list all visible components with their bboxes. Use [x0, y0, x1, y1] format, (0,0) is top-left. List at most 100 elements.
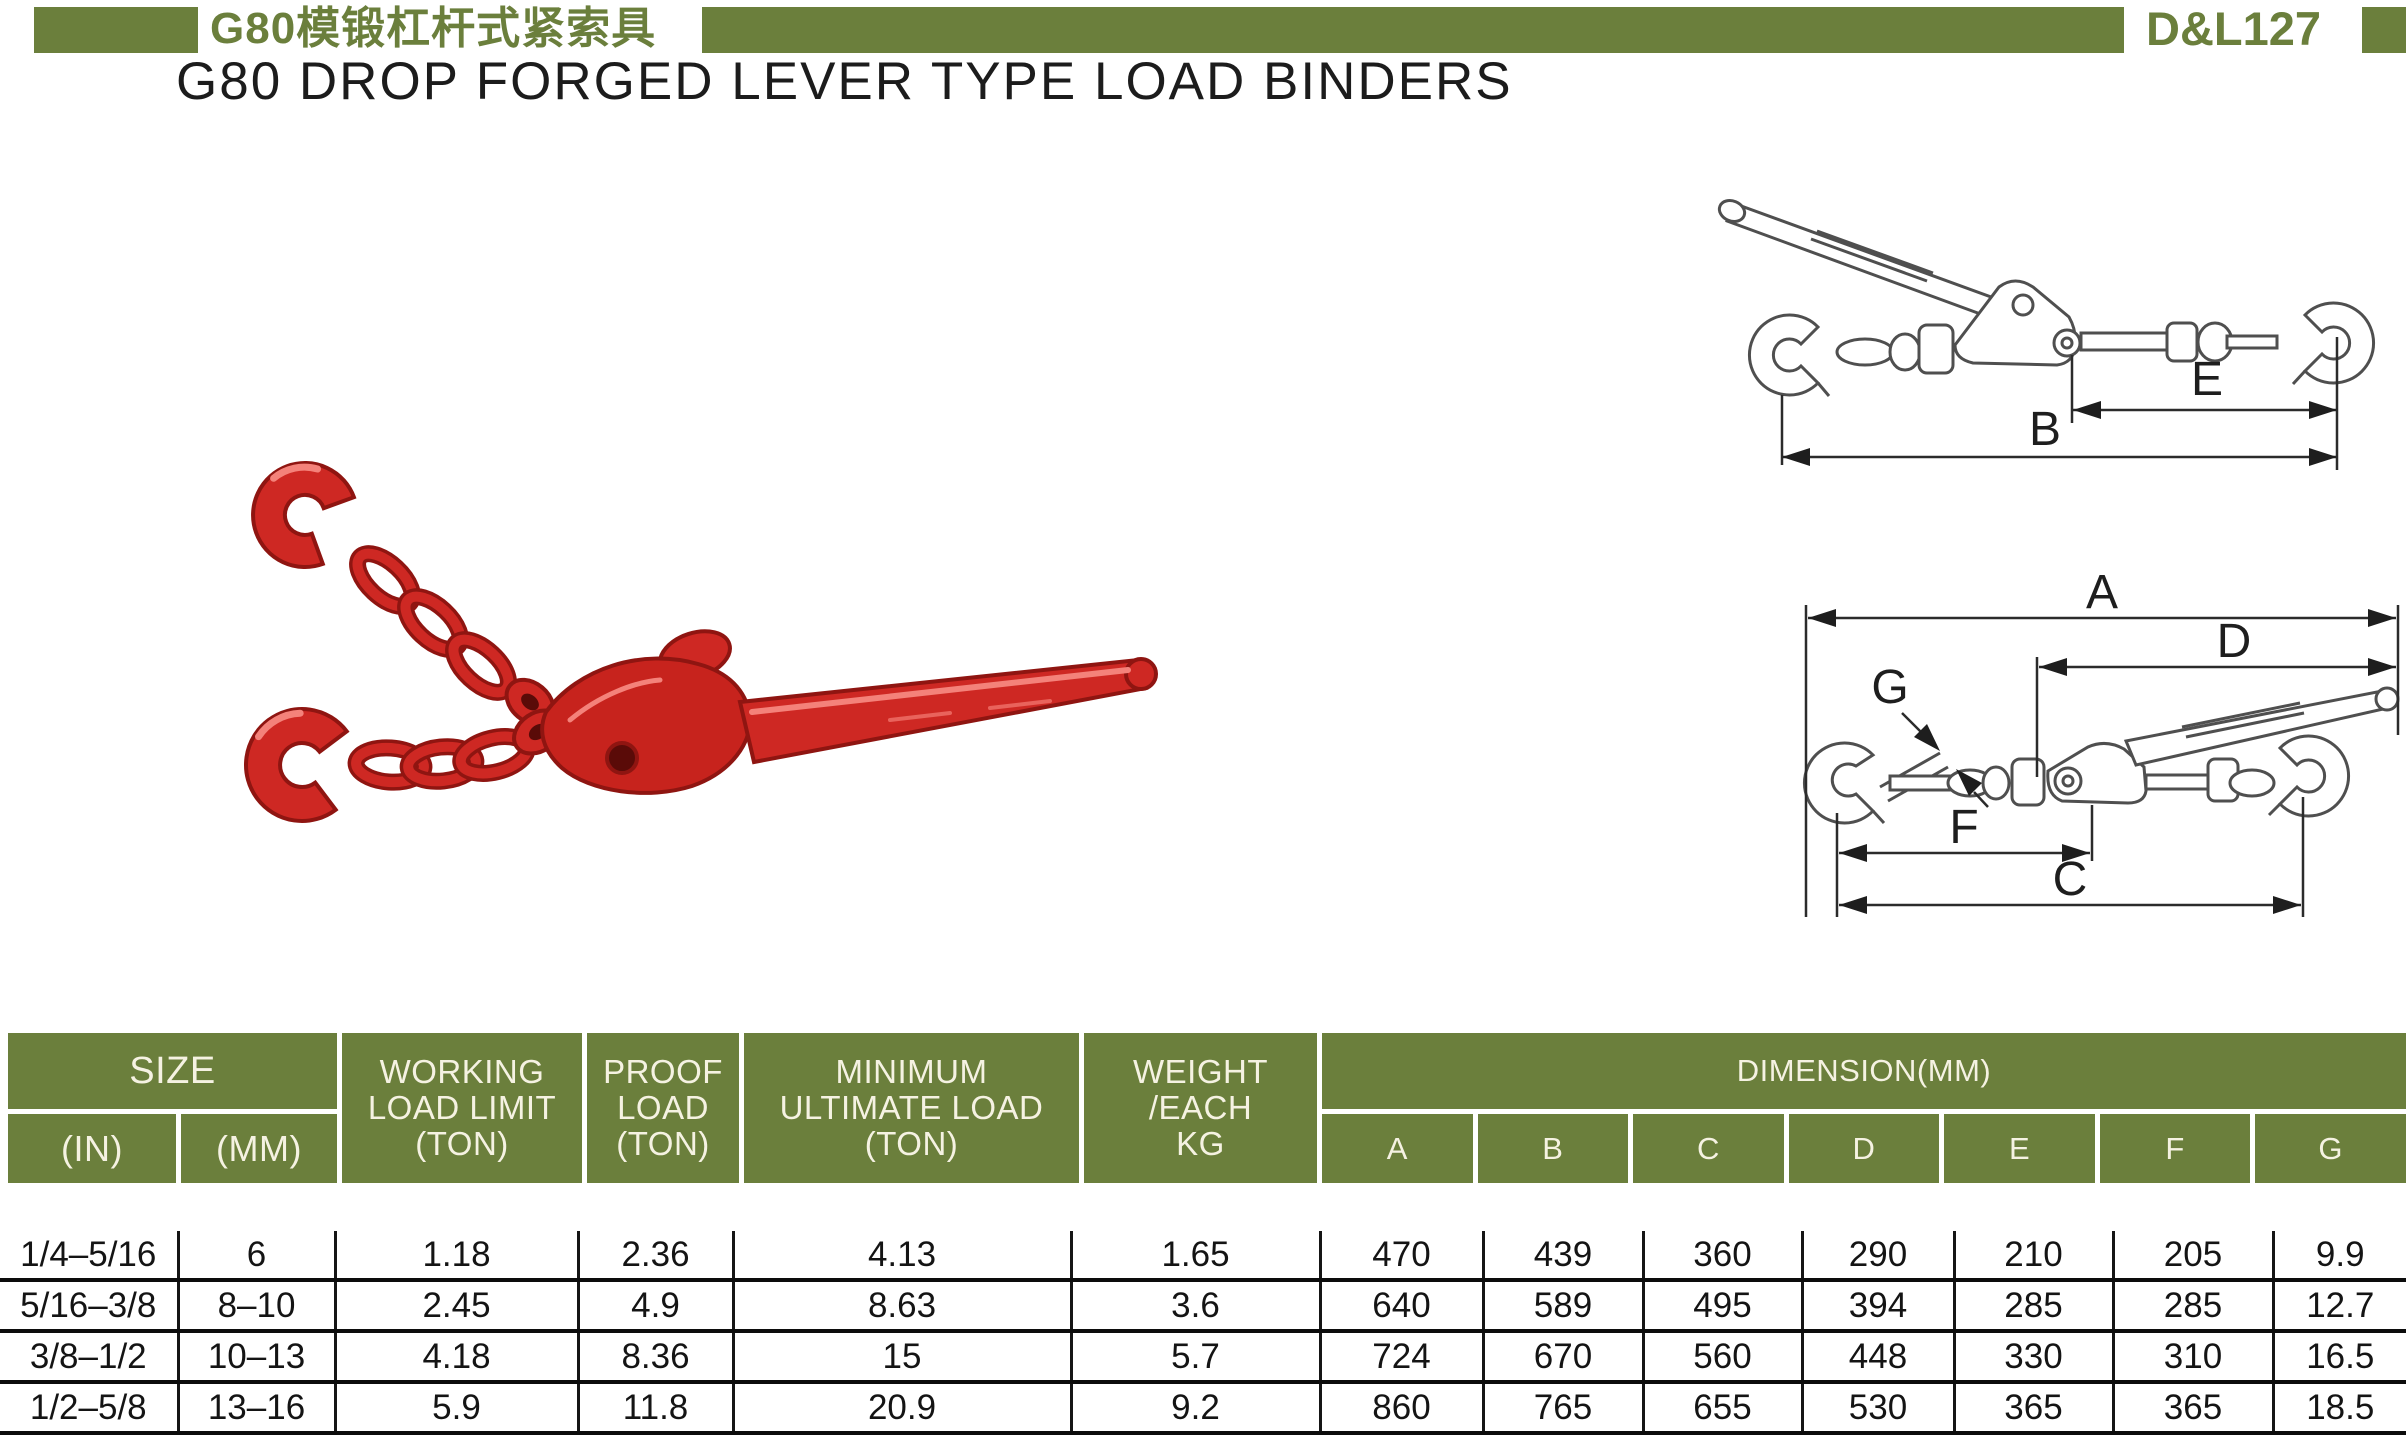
- col-line: (TON): [616, 1125, 710, 1162]
- cell-in: 3/8–1/2: [0, 1331, 178, 1384]
- cell-proof: 8.36: [576, 1331, 733, 1384]
- col-line: ULTIMATE LOAD: [779, 1089, 1044, 1126]
- cell-f: 205: [2111, 1231, 2273, 1282]
- cell-weight: 3.6: [1069, 1280, 1320, 1333]
- col-dim-a: A: [1322, 1114, 1473, 1183]
- dimension-lines-bottom: [1804, 605, 2400, 917]
- upper-chain: [349, 544, 556, 727]
- col-dim-d: D: [1788, 1114, 1940, 1183]
- cell-f: 365: [2111, 1382, 2273, 1435]
- col-dim-g: G: [2255, 1114, 2406, 1183]
- header-bar-left: [34, 7, 198, 53]
- col-dim-e: E: [1944, 1114, 2095, 1183]
- page-title-english: G80 DROP FORGED LEVER TYPE LOAD BINDERS: [176, 52, 1513, 111]
- cell-e: 210: [1952, 1231, 2113, 1282]
- cell-mm: 10–13: [176, 1331, 335, 1384]
- cell-a: 470: [1318, 1231, 1483, 1282]
- header-bar-right: [2362, 7, 2406, 53]
- table-row: 3/8–1/2 10–13 4.18 8.36 15 5.7 724 670 560 448 330…: [0, 1331, 2406, 1384]
- col-line: LOAD LIMIT: [367, 1089, 557, 1126]
- cell-wll: 5.9: [333, 1382, 578, 1435]
- dimension-arrows-bottom: [1808, 609, 2396, 914]
- cell-proof: 2.36: [576, 1231, 733, 1282]
- col-line: (TON): [415, 1125, 509, 1162]
- cell-c: 360: [1641, 1231, 1802, 1282]
- cell-b: 670: [1481, 1331, 1643, 1384]
- cell-wll: 2.45: [333, 1280, 578, 1333]
- col-size-in: (IN): [8, 1114, 176, 1183]
- col-size-mm: (MM): [181, 1114, 337, 1183]
- cell-proof: 11.8: [576, 1382, 733, 1435]
- dimension-arrows-top: [1782, 401, 2337, 466]
- diagram-bottom: A D G F C: [1802, 566, 2400, 917]
- col-line: (TON): [864, 1125, 959, 1162]
- col-size: SIZE: [8, 1033, 337, 1109]
- dim-label-e: E: [2191, 353, 2223, 406]
- spec-table: 1/4–5/16 6 1.18 2.36 4.13 1.65 470 439 360 290 210…: [0, 1231, 2406, 1435]
- cell-e: 365: [1952, 1382, 2113, 1435]
- cell-wll: 4.18: [333, 1331, 578, 1384]
- cell-a: 724: [1318, 1331, 1483, 1384]
- cell-mm: 6: [176, 1231, 335, 1282]
- cell-a: 860: [1318, 1382, 1483, 1435]
- table-row: 1/4–5/16 6 1.18 2.36 4.13 1.65 470 439 360 290 210…: [0, 1231, 2406, 1282]
- col-dim-f: F: [2099, 1114, 2251, 1183]
- dim-label-f: F: [1949, 801, 1978, 854]
- cell-in: 1/2–5/8: [0, 1382, 178, 1435]
- cell-d: 394: [1800, 1280, 1954, 1333]
- dim-label-c: C: [2053, 853, 2088, 906]
- lower-grab-hook: [244, 707, 350, 823]
- cell-e: 285: [1952, 1280, 2113, 1333]
- dim-label-a: A: [2086, 566, 2118, 619]
- dimension-lines-top: [1780, 337, 2339, 470]
- page-title-chinese: G80模锻杠杆式紧索具: [210, 4, 657, 53]
- diagram-top: E B: [1717, 199, 2376, 470]
- col-minimum-ultimate-load: MINIMUM ULTIMATE LOAD (TON): [744, 1033, 1079, 1183]
- col-dim-c: C: [1633, 1114, 1784, 1183]
- col-line: KG: [1176, 1125, 1225, 1162]
- col-line: MINIMUM: [835, 1053, 988, 1090]
- binder-outline-top: [1717, 199, 2376, 397]
- cell-g: 9.9: [2271, 1231, 2406, 1282]
- col-line: PROOF: [603, 1053, 723, 1090]
- cell-g: 16.5: [2271, 1331, 2406, 1384]
- table-row: 1/2–5/8 13–16 5.9 11.8 20.9 9.2 860 765 655 530 36…: [0, 1382, 2406, 1435]
- cell-in: 1/4–5/16: [0, 1231, 178, 1282]
- col-line: WORKING: [379, 1053, 545, 1090]
- cell-e: 330: [1952, 1331, 2113, 1384]
- lever-handle: [737, 657, 1158, 765]
- upper-grab-hook: [251, 461, 357, 570]
- header-bar-middle: [702, 7, 2124, 53]
- cell-weight: 1.65: [1069, 1231, 1320, 1282]
- cell-d: 530: [1800, 1382, 1954, 1435]
- cell-mm: 8–10: [176, 1280, 335, 1333]
- cell-weight: 9.2: [1069, 1382, 1320, 1435]
- cell-wll: 1.18: [333, 1231, 578, 1282]
- cell-weight: 5.7: [1069, 1331, 1320, 1384]
- cell-mul: 4.13: [731, 1231, 1071, 1282]
- catalog-code: D&L127: [2146, 2, 2322, 55]
- product-photo: [244, 461, 1158, 823]
- cell-mul: 8.63: [731, 1280, 1071, 1333]
- col-dimension-group: DIMENSION(MM): [1322, 1033, 2406, 1109]
- cell-in: 5/16–3/8: [0, 1280, 178, 1333]
- cell-c: 495: [1641, 1280, 1802, 1333]
- cell-proof: 4.9: [576, 1280, 733, 1333]
- cell-mul: 15: [731, 1331, 1071, 1384]
- dim-label-d: D: [2217, 615, 2252, 668]
- spec-table-body: 1/4–5/16 6 1.18 2.36 4.13 1.65 470 439 360 290 210…: [0, 1231, 2406, 1435]
- cell-b: 439: [1481, 1231, 1643, 1282]
- dim-label-b: B: [2029, 403, 2061, 456]
- table-row: 5/16–3/8 8–10 2.45 4.9 8.63 3.6 640 589 495 394 28…: [0, 1280, 2406, 1333]
- cell-b: 589: [1481, 1280, 1643, 1333]
- spec-table-header: SIZE (IN) (MM) WORKING LOAD LIMIT (TON) …: [8, 1033, 2406, 1183]
- col-working-load-limit: WORKING LOAD LIMIT (TON): [342, 1033, 582, 1183]
- col-proof-load: PROOF LOAD (TON): [587, 1033, 739, 1183]
- cell-b: 765: [1481, 1382, 1643, 1435]
- cell-g: 18.5: [2271, 1382, 2406, 1435]
- col-dim-b: B: [1477, 1114, 1629, 1183]
- cell-f: 285: [2111, 1280, 2273, 1333]
- col-weight-each: WEIGHT /EACH KG: [1084, 1033, 1317, 1183]
- col-line: LOAD: [617, 1089, 709, 1126]
